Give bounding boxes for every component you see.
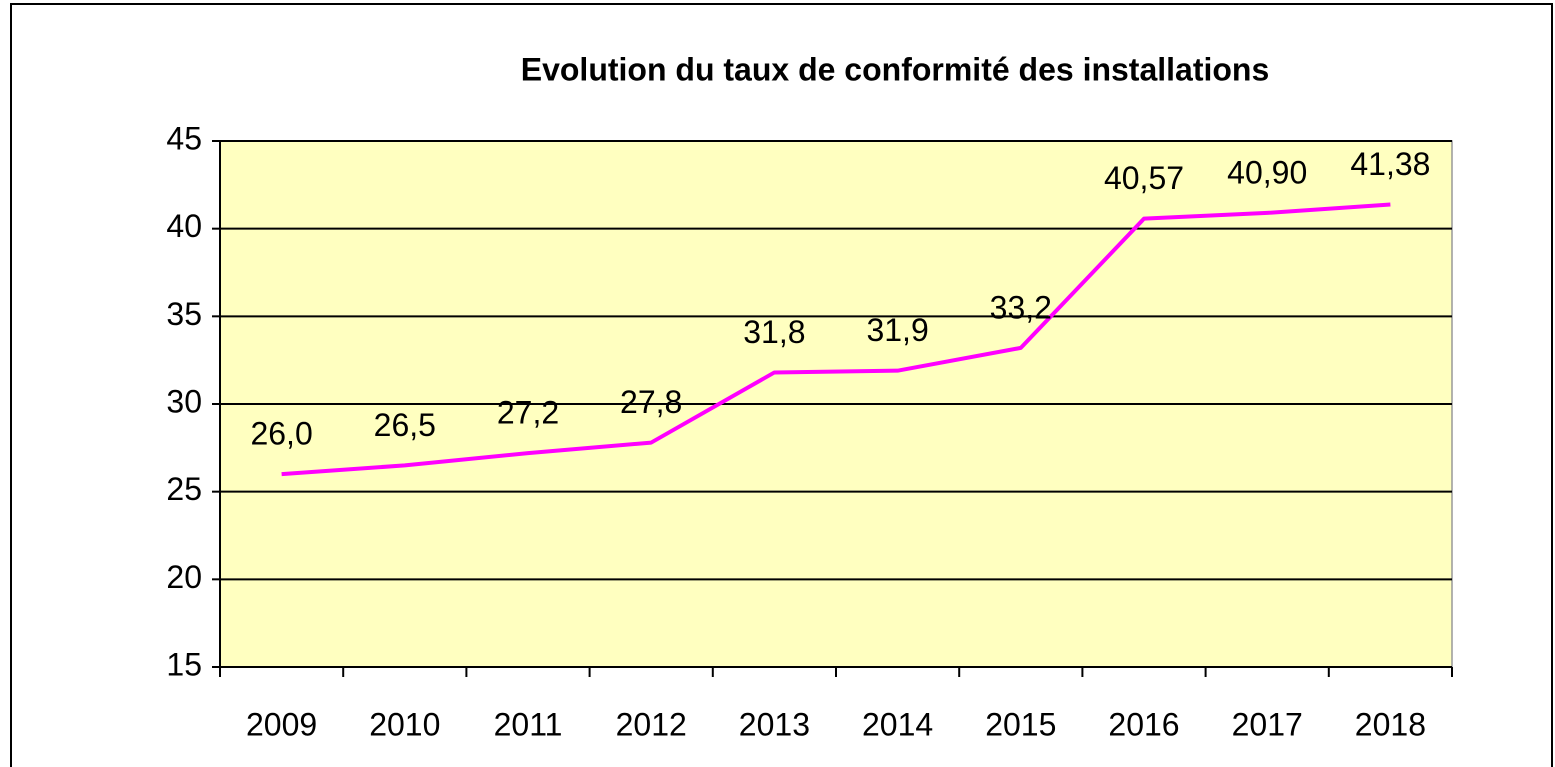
y-tick-label: 35 (166, 296, 202, 332)
x-tick-label: 2013 (739, 706, 810, 742)
data-label: 27,8 (620, 384, 682, 420)
data-label: 33,2 (990, 289, 1052, 325)
data-label: 31,9 (866, 312, 928, 348)
data-label: 31,8 (743, 314, 805, 350)
x-tick-label: 2014 (862, 706, 933, 742)
y-tick-label: 30 (166, 383, 202, 419)
x-tick-label: 2017 (1232, 706, 1303, 742)
y-tick-label: 20 (166, 559, 202, 595)
y-tick-label: 40 (166, 208, 202, 244)
y-tick-label: 25 (166, 471, 202, 507)
data-label: 41,38 (1350, 146, 1430, 182)
x-tick-label: 2010 (369, 706, 440, 742)
data-label: 27,2 (497, 395, 559, 431)
x-tick-label: 2009 (246, 706, 317, 742)
x-tick-label: 2018 (1355, 706, 1426, 742)
data-label: 40,90 (1227, 154, 1307, 190)
x-tick-label: 2015 (985, 706, 1056, 742)
chart-title: Evolution du taux de conformité des inst… (521, 51, 1270, 87)
y-tick-label: 15 (166, 646, 202, 682)
chart: Evolution du taux de conformité des inst… (0, 0, 1555, 767)
x-tick-label: 2016 (1108, 706, 1179, 742)
x-tick-label: 2011 (494, 706, 563, 742)
y-tick-label: 45 (166, 120, 202, 156)
data-label: 26,0 (250, 416, 312, 452)
x-tick-label: 2012 (616, 706, 687, 742)
data-label: 40,57 (1104, 160, 1184, 196)
data-label: 26,5 (374, 407, 436, 443)
